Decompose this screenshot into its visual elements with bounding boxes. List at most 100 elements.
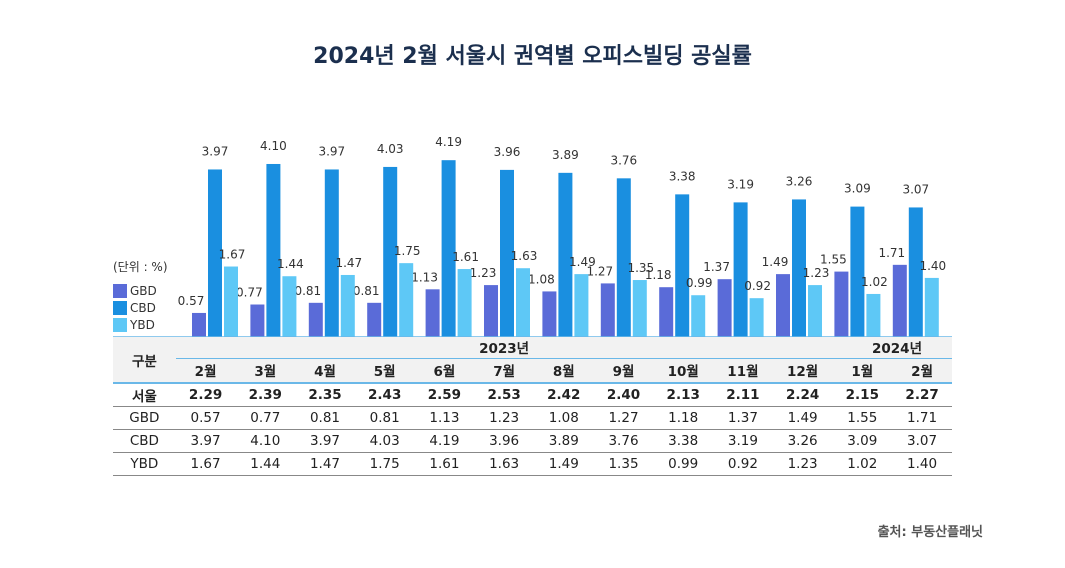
table-cell: 2.53 — [487, 386, 521, 403]
bar-gbd — [484, 285, 498, 337]
table-cell: 3.89 — [548, 432, 579, 449]
table-cell: 3.97 — [309, 432, 341, 449]
data-label-gbd: 1.13 — [411, 270, 438, 284]
row-label: YBD — [130, 455, 159, 472]
data-label-cbd: 3.09 — [844, 182, 871, 196]
table-cell: 2.42 — [547, 386, 581, 403]
table-cell: 1.02 — [847, 455, 878, 472]
bar-gbd — [250, 304, 265, 337]
table-cell: 3.96 — [489, 432, 520, 449]
bar-cbd — [324, 169, 339, 337]
bar-gbd — [600, 283, 615, 337]
table-cell: 1.37 — [727, 409, 758, 426]
bar-ybd — [808, 285, 822, 337]
table-cell: 2.29 — [188, 386, 223, 403]
table-cell: 1.44 — [250, 455, 281, 472]
data-label-ybd: 1.35 — [627, 261, 654, 275]
table-cell: 2.24 — [785, 386, 820, 403]
bar-cbd — [441, 160, 456, 337]
table-cell: 0.77 — [250, 409, 281, 426]
table-cell: 3.19 — [727, 432, 758, 449]
bar-cbd — [266, 163, 281, 337]
table-cell: 3.07 — [907, 432, 938, 449]
bar-cbd — [675, 194, 690, 337]
table-cell: 2.13 — [666, 386, 700, 403]
table-cell: 2.59 — [427, 386, 462, 403]
month-header: 6월 — [433, 364, 456, 381]
bar-gbd — [892, 264, 907, 337]
table-cell: 2.15 — [845, 386, 879, 403]
data-label-ybd: 1.23 — [803, 266, 830, 280]
legend-label: YBD — [130, 317, 155, 332]
data-label-gbd: 1.27 — [586, 264, 613, 278]
year-header: 2024년 — [872, 341, 922, 358]
month-header: 12월 — [787, 364, 819, 381]
month-header: 9월 — [612, 364, 635, 381]
table-cell: 1.63 — [489, 455, 520, 472]
table-cell: 1.61 — [429, 455, 460, 472]
data-label-ybd: 1.02 — [861, 275, 888, 289]
data-label-cbd: 4.03 — [377, 142, 404, 156]
table-cell: 1.23 — [489, 409, 520, 426]
month-header: 5월 — [373, 364, 396, 381]
bar-cbd — [733, 202, 748, 337]
data-label-cbd: 3.38 — [669, 169, 696, 183]
bar-cbd — [792, 199, 806, 337]
table-cell: 1.49 — [548, 455, 579, 472]
data-label-ybd: 0.92 — [744, 279, 771, 293]
data-label-cbd: 3.97 — [202, 144, 229, 158]
table-cell: 2.35 — [308, 386, 342, 403]
month-header: 4월 — [314, 364, 336, 381]
legend-label: CBD — [130, 300, 156, 315]
data-label-ybd: 0.99 — [686, 276, 713, 290]
table-row: CBD 3.97 4.10 3.97 4.03 4.19 3.96 3.89 3.76 3.38 3… — [113, 429, 952, 452]
table-cell: 3.26 — [787, 432, 818, 449]
table-cell: 2.40 — [606, 386, 641, 403]
legend-item-ybd: YBD — [113, 316, 168, 333]
table-row: YBD 1.67 1.44 1.47 1.75 1.61 1.63 1.49 1.35 0.99 0… — [113, 452, 952, 475]
year-header: 2023년 — [479, 341, 530, 358]
table-cell: 0.99 — [668, 455, 699, 472]
bar-cbd — [850, 206, 865, 337]
data-label-ybd: 1.49 — [569, 255, 596, 269]
table-cell: 3.97 — [190, 432, 221, 449]
data-label-cbd: 3.96 — [494, 145, 521, 159]
data-label-gbd: 0.77 — [236, 286, 263, 300]
table-cell: 1.71 — [907, 409, 938, 426]
table-cell: 1.67 — [190, 455, 221, 472]
bar-cbd — [500, 169, 514, 337]
data-label-cbd: 3.07 — [902, 182, 929, 196]
table-cell: 2.39 — [248, 386, 282, 403]
table-cell: 2.43 — [368, 386, 402, 403]
bar-gbd — [659, 287, 674, 337]
bar-gbd — [717, 279, 732, 337]
bar-cbd — [558, 172, 573, 337]
month-header: 10월 — [667, 364, 699, 381]
table-cell: 2.27 — [905, 386, 939, 403]
table-cell: 2.11 — [726, 386, 760, 403]
bar-gbd — [425, 289, 440, 337]
data-label-ybd: 1.75 — [394, 244, 421, 258]
bar-ybd — [399, 263, 414, 337]
table-cell: 1.23 — [787, 455, 818, 472]
row-label: CBD — [129, 432, 159, 449]
data-label-gbd: 1.49 — [762, 255, 789, 269]
data-label-ybd: 1.63 — [511, 249, 538, 263]
table-cell: 4.10 — [250, 432, 281, 449]
bar-ybd — [282, 276, 297, 337]
month-header: 2월 — [911, 364, 933, 381]
data-label-gbd: 1.55 — [820, 253, 847, 267]
legend-item-cbd: CBD — [113, 299, 168, 316]
bar-gbd — [834, 271, 849, 337]
data-label-ybd: 1.61 — [452, 250, 479, 264]
data-label-gbd: 1.37 — [703, 260, 730, 274]
bar-gbd — [367, 302, 382, 337]
data-label-ybd: 1.40 — [919, 259, 946, 273]
table-cell: 0.57 — [190, 409, 221, 426]
bar-gbd — [776, 274, 790, 337]
data-table: 구분 2023년 2024년 2월 3월 4월 5월 6월 7월 8월 9월 10월 11월 12월 1월… — [113, 337, 952, 476]
bar-ybd — [224, 266, 238, 337]
bar-chart: 0.57 0.77 0.81 0.81 1.13 1.23 1.08 1.27 1.18 1.37… — [113, 135, 952, 338]
data-label-gbd: 0.81 — [353, 284, 380, 298]
bar-ybd — [866, 293, 881, 337]
